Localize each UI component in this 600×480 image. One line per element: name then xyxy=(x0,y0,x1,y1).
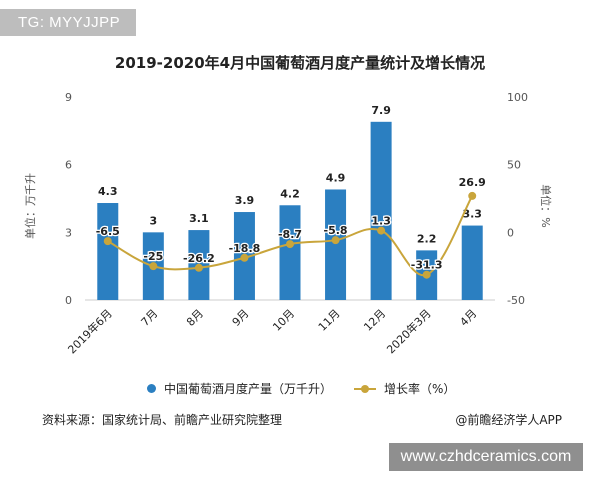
y-right-tick-label: 100 xyxy=(507,91,528,104)
growth-rate-point xyxy=(286,240,294,249)
bar-value-label: 7.9 xyxy=(371,104,391,117)
bar-value-label: 3.9 xyxy=(235,194,255,207)
growth-rate-label: -25 xyxy=(143,250,163,263)
growth-rate-label: -18.8 xyxy=(229,242,261,255)
y-left-tick-label: 6 xyxy=(65,159,72,172)
site-watermark: www.czhdceramics.com xyxy=(389,443,583,471)
chart-legend: 中国葡萄酒月度产量（万千升） 增长率（%） xyxy=(0,380,600,400)
chart-title: 2019-2020年4月中国葡萄酒月度产量统计及增长情况 xyxy=(114,54,486,72)
publisher-credit: @前瞻经济学人APP xyxy=(455,413,562,427)
growth-rate-label: -26.2 xyxy=(183,252,215,265)
y-left-tick-label: 9 xyxy=(65,91,72,104)
legend-bar-marker-icon xyxy=(147,384,156,393)
bar-value-label: 4.3 xyxy=(98,185,118,198)
bar xyxy=(325,189,347,300)
growth-rate-point xyxy=(149,262,158,271)
x-category-label: 4月 xyxy=(457,307,479,329)
y-right-tick-label: 50 xyxy=(507,159,521,172)
legend-line-marker-icon xyxy=(354,384,376,394)
bar-value-label: 3 xyxy=(150,214,158,227)
legend-item-growth: 增长率（%） xyxy=(354,380,455,397)
legend-label-production: 中国葡萄酒月度产量（万千升） xyxy=(164,382,333,396)
growth-rate-label: -6.5 xyxy=(96,225,120,238)
x-category-label: 9月 xyxy=(230,307,252,329)
bar xyxy=(279,205,301,300)
y-right-tick-label: 0 xyxy=(507,226,514,239)
x-category-label: 2019年6月 xyxy=(65,306,115,356)
growth-rate-point xyxy=(240,253,249,262)
growth-rate-point xyxy=(194,263,203,272)
x-category-label: 11月 xyxy=(316,307,343,334)
bar xyxy=(461,225,483,300)
y-left-tick-label: 3 xyxy=(65,226,72,239)
growth-rate-label: 26.9 xyxy=(459,176,486,189)
growth-rate-point xyxy=(422,270,431,279)
y-axis-right-label: 单位：% xyxy=(539,184,552,228)
growth-rate-point xyxy=(377,226,386,235)
growth-rate-point xyxy=(331,236,340,245)
y-right-tick-label: -50 xyxy=(507,294,525,307)
bar-value-label: 3.1 xyxy=(189,212,209,225)
growth-rate-label: -31.3 xyxy=(411,259,443,272)
bar xyxy=(97,203,119,300)
x-category-label: 12月 xyxy=(361,307,388,334)
legend-label-growth: 增长率（%） xyxy=(384,382,456,396)
growth-rate-line xyxy=(107,195,474,277)
bar xyxy=(370,121,392,300)
bar-value-label: 4.9 xyxy=(326,171,346,184)
channel-tag: TG: MYYJJPP xyxy=(0,9,137,36)
legend-item-production: 中国葡萄酒月度产量（万千升） xyxy=(147,380,332,397)
growth-rate-point xyxy=(103,237,112,246)
bar-value-label: 4.2 xyxy=(280,187,300,200)
x-category-label: 2020年3月 xyxy=(384,306,434,356)
x-category-label: 7月 xyxy=(139,307,161,329)
growth-rate-point xyxy=(468,191,477,200)
data-source-note: 资料来源：国家统计局、前瞻产业研究院整理 xyxy=(42,413,283,427)
growth-rate-label: -5.8 xyxy=(324,224,348,237)
growth-rate-label: 1.3 xyxy=(371,215,391,228)
y-left-tick-label: 0 xyxy=(65,294,72,307)
x-category-label: 10月 xyxy=(270,307,297,334)
growth-rate-label: -8.7 xyxy=(278,228,302,241)
bar-value-label: 3.3 xyxy=(462,208,482,221)
bar-value-label: 2.2 xyxy=(417,232,437,245)
x-category-label: 8月 xyxy=(184,307,206,329)
y-axis-left-label: 单位：万千升 xyxy=(24,173,37,239)
